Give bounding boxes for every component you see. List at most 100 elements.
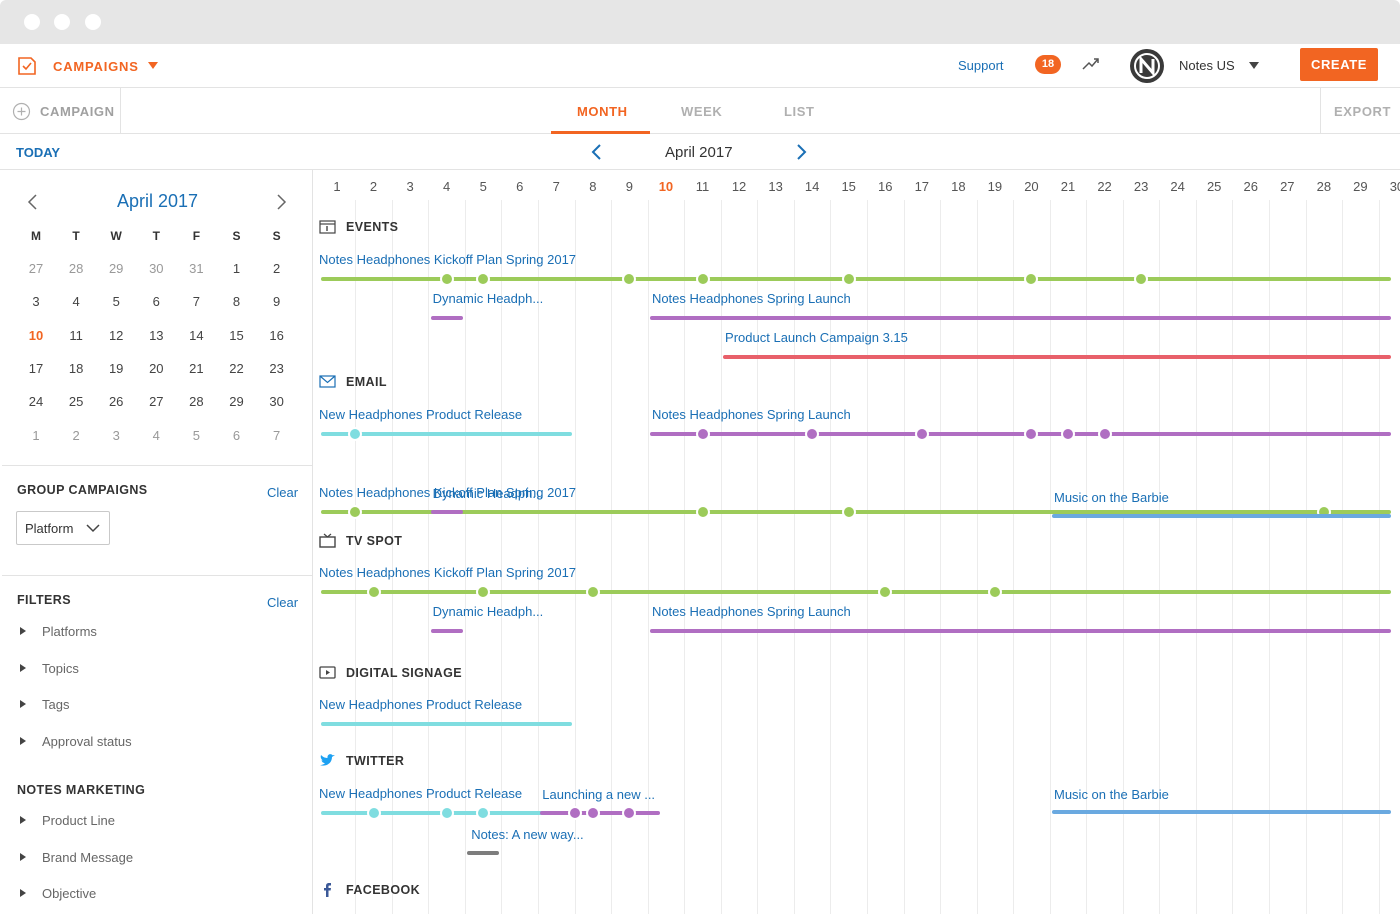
mini-calendar-day[interactable]: 25 <box>68 394 84 410</box>
campaign-label[interactable]: Launching a new ... <box>542 787 656 802</box>
mini-calendar-day[interactable]: 3 <box>32 294 40 310</box>
campaign-label[interactable]: New Headphones Product Release <box>319 407 523 422</box>
mini-calendar-day[interactable]: 21 <box>189 360 204 376</box>
campaign-milestone-dot[interactable] <box>622 272 637 286</box>
campaign-label[interactable]: Music on the Barbie <box>1054 490 1169 505</box>
campaign-bar[interactable] <box>540 811 661 815</box>
app-menu-caret-icon[interactable] <box>147 61 159 71</box>
campaign-milestone-dot[interactable] <box>1134 272 1149 286</box>
mini-calendar-day[interactable]: 5 <box>192 427 200 443</box>
mini-calendar-day[interactable]: 9 <box>272 294 281 310</box>
group-by-select[interactable]: Platform <box>16 511 110 545</box>
user-avatar[interactable] <box>1130 49 1164 83</box>
campaign-bar[interactable] <box>321 432 573 436</box>
mini-calendar-day[interactable]: 27 <box>28 261 44 276</box>
campaign-bar[interactable] <box>649 629 1391 633</box>
filter-item[interactable]: Tags <box>42 697 70 712</box>
campaign-milestone-dot[interactable] <box>348 505 363 519</box>
filter-item[interactable]: Topics <box>42 660 79 676</box>
mini-calendar-day[interactable]: 29 <box>229 394 244 410</box>
filter-item[interactable]: Approval status <box>42 733 132 749</box>
campaign-bar[interactable] <box>1052 514 1391 518</box>
campaign-label[interactable]: New Headphones Product Release <box>319 697 523 712</box>
filter-item[interactable]: Brand Message <box>42 849 134 865</box>
campaign-bar[interactable] <box>321 590 1391 594</box>
campaign-label[interactable]: Dynamic Headph... <box>432 604 544 619</box>
campaign-milestone-dot[interactable] <box>476 806 491 820</box>
mini-calendar-day[interactable]: 28 <box>189 394 204 410</box>
mini-cal-prev-chevron-icon[interactable] <box>26 193 40 211</box>
campaign-milestone-dot[interactable] <box>622 806 637 820</box>
mini-calendar-day[interactable]: 4 <box>152 427 160 443</box>
campaign-milestone-dot[interactable] <box>476 272 491 286</box>
filters-clear-link[interactable]: Clear <box>267 595 299 610</box>
campaign-milestone-dot[interactable] <box>567 806 582 820</box>
mini-calendar-day[interactable]: 2 <box>72 427 80 443</box>
mini-calendar-day[interactable]: 3 <box>112 427 120 443</box>
user-name[interactable]: Notes US <box>1179 58 1235 73</box>
tab-week[interactable]: WEEK <box>681 104 723 119</box>
campaign-milestone-dot[interactable] <box>439 272 454 286</box>
campaign-label[interactable]: Notes Headphones Spring Launch <box>651 291 851 306</box>
expand-triangle-icon[interactable] <box>20 852 26 861</box>
campaign-milestone-dot[interactable] <box>366 806 381 820</box>
campaign-milestone-dot[interactable] <box>841 272 856 286</box>
mini-calendar-day[interactable]: 26 <box>108 394 124 410</box>
mini-calendar-day[interactable]: 6 <box>152 294 160 310</box>
expand-triangle-icon[interactable] <box>20 627 26 635</box>
trending-icon[interactable] <box>1081 56 1101 72</box>
campaign-bar[interactable] <box>321 510 1391 514</box>
campaign-milestone-dot[interactable] <box>878 585 893 599</box>
mini-calendar-day[interactable]: 19 <box>108 360 124 376</box>
user-menu-caret-icon[interactable] <box>1248 61 1260 71</box>
campaign-milestone-dot[interactable] <box>805 427 820 441</box>
campaign-milestone-dot[interactable] <box>1097 427 1112 441</box>
mini-calendar-day[interactable]: 18 <box>68 360 84 376</box>
mini-calendar-day[interactable]: 20 <box>149 360 164 376</box>
campaign-milestone-dot[interactable] <box>695 505 710 519</box>
mini-calendar-day[interactable]: 1 <box>232 261 241 276</box>
mini-calendar-day[interactable]: 15 <box>229 327 244 343</box>
next-month-chevron-icon[interactable] <box>794 143 808 161</box>
campaign-bar[interactable] <box>1052 810 1391 814</box>
mini-calendar-day[interactable]: 7 <box>272 427 281 443</box>
mini-calendar-day[interactable]: 5 <box>112 294 120 310</box>
filter-item[interactable]: Product Line <box>42 813 115 828</box>
mini-calendar-day[interactable]: 10 <box>28 327 44 343</box>
group-campaigns-clear-link[interactable]: Clear <box>267 485 299 500</box>
window-maximize-icon[interactable] <box>85 14 101 30</box>
mini-calendar-day[interactable]: 2 <box>272 261 281 276</box>
mini-calendar-day[interactable]: 27 <box>149 394 164 410</box>
campaign-label[interactable]: Product Launch Campaign 3.15 <box>725 330 908 345</box>
campaign-milestone-dot[interactable] <box>841 505 856 519</box>
today-button[interactable]: TODAY <box>16 145 61 160</box>
tab-month[interactable]: MONTH <box>577 104 628 119</box>
campaign-bar[interactable] <box>649 316 1391 320</box>
mini-calendar-day[interactable]: 4 <box>72 294 80 310</box>
campaign-label[interactable]: Notes Headphones Spring Launch <box>651 407 851 422</box>
export-button[interactable]: EXPORT <box>1334 104 1392 119</box>
prev-month-chevron-icon[interactable] <box>590 143 604 161</box>
campaign-milestone-dot[interactable] <box>1024 272 1039 286</box>
mini-calendar-day[interactable]: 29 <box>108 261 124 276</box>
app-title[interactable]: CAMPAIGNS <box>53 59 139 74</box>
campaign-label[interactable]: Notes Headphones Spring Launch <box>651 604 851 619</box>
campaign-milestone-dot[interactable] <box>439 806 454 820</box>
add-circle-icon[interactable] <box>12 102 31 121</box>
mini-calendar-day[interactable]: 30 <box>149 261 164 276</box>
campaign-bar[interactable] <box>649 432 1391 436</box>
window-minimize-icon[interactable] <box>54 14 70 30</box>
campaign-bar[interactable] <box>430 510 463 514</box>
mini-calendar-day[interactable]: 8 <box>232 294 241 310</box>
campaign-label[interactable]: New Headphones Product Release <box>319 786 523 801</box>
campaign-label[interactable]: Dynamic Headph... <box>432 486 544 501</box>
mini-calendar-day[interactable]: 1 <box>32 427 40 443</box>
mini-calendar-day[interactable]: 31 <box>189 261 204 276</box>
mini-calendar-day[interactable]: 12 <box>108 327 124 343</box>
campaign-milestone-dot[interactable] <box>585 806 600 820</box>
campaign-bar[interactable] <box>430 316 463 320</box>
campaign-bar[interactable] <box>467 851 500 855</box>
expand-triangle-icon[interactable] <box>20 736 26 745</box>
campaign-label[interactable]: Notes Headphones Kickoff Plan Spring 201… <box>319 252 577 267</box>
expand-triangle-icon[interactable] <box>20 700 26 708</box>
